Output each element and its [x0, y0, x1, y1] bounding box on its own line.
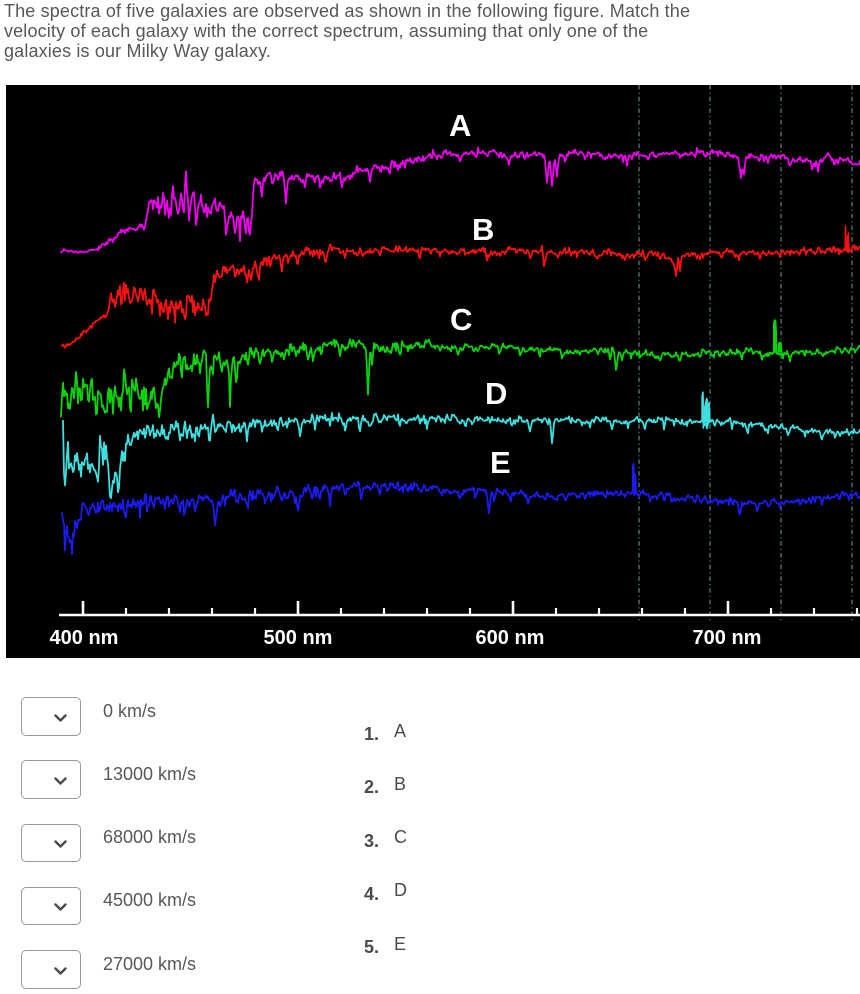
- svg-text:A: A: [449, 108, 471, 143]
- svg-text:600 nm: 600 nm: [476, 627, 545, 649]
- svg-text:400 nm: 400 nm: [50, 627, 119, 649]
- svg-text:500 nm: 500 nm: [264, 627, 333, 649]
- svg-text:E: E: [490, 445, 511, 480]
- svg-text:700 nm: 700 nm: [693, 627, 762, 649]
- svg-text:D: D: [485, 376, 507, 411]
- svg-text:B: B: [472, 212, 494, 247]
- svg-text:C: C: [450, 302, 472, 337]
